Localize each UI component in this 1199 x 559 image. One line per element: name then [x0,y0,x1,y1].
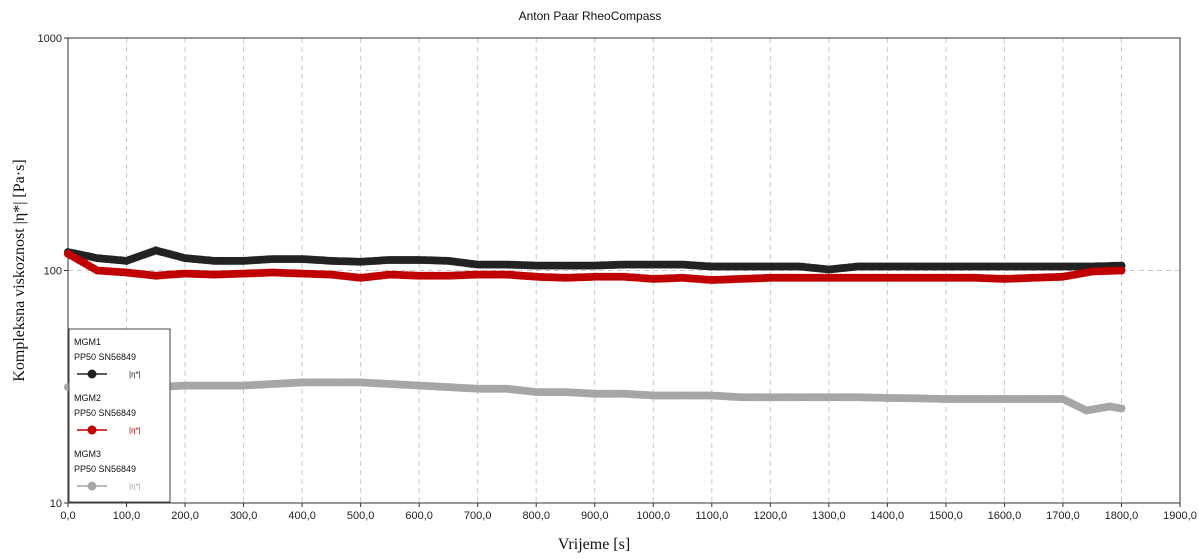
x-tick-label: 1200,0 [753,510,787,522]
legend-symbol-label: |η*| [129,426,141,435]
x-tick-label: 1900,0 [1163,510,1197,522]
legend-series-sublabel: PP50 SN56849 [74,352,136,362]
series-layer [64,246,1126,415]
x-tick-label: 600,0 [405,510,433,522]
x-tick-label: 1000,0 [636,510,670,522]
axis-ticks: 0,0 100,0 200,0 300,0 400,0 500,0 600,0 700,0 80… [38,33,1197,522]
x-tick-label: 0,0 [60,510,75,522]
x-tick-label: 800,0 [522,510,550,522]
y-tick-label: 1000 [38,33,62,45]
legend-symbol-label: |η*| [129,370,141,379]
x-tick-label: 1700,0 [1046,510,1080,522]
x-tick-label: 300,0 [230,510,258,522]
legend-series-name: MGM3 [74,449,101,459]
x-tick-label: 1800,0 [1105,510,1139,522]
x-tick-label: 900,0 [581,510,609,522]
x-tick-label: 700,0 [464,510,492,522]
legend-series-name: MGM1 [74,337,101,347]
legend: MGM1 PP50 SN56849 |η*| MGM2 PP50 SN56849 |η*|… [68,328,171,503]
legend-marker [87,481,97,491]
x-tick-label: 1100,0 [695,510,728,522]
y-tick-label: 100 [44,266,62,278]
x-tick-label: 1300,0 [812,510,846,522]
x-tick-label: 1600,0 [988,510,1022,522]
y-tick-label: 10 [50,498,62,510]
legend-symbol-label: |η*| [129,482,141,491]
grid [68,38,1180,503]
legend-marker [87,369,97,379]
chart-title: Anton Paar RheoCompass [519,9,662,23]
x-tick-label: 200,0 [171,510,199,522]
legend-box [68,328,171,503]
x-tick-label: 1400,0 [871,510,905,522]
series-mgm2 [64,249,1126,284]
x-tick-label: 400,0 [288,510,316,522]
x-tick-label: 1500,0 [929,510,963,522]
legend-series-sublabel: PP50 SN56849 [74,408,136,418]
x-tick-label: 100,0 [113,510,141,522]
legend-series-sublabel: PP50 SN56849 [74,464,136,474]
series-mgm1 [64,246,1126,274]
data-point [1117,266,1126,275]
data-point [1117,404,1126,413]
x-tick-label: 500,0 [347,510,375,522]
legend-series-name: MGM2 [74,393,101,403]
legend-marker [87,425,97,435]
y-axis-title: Kompleksna viskoznost |η*| [Pa·s] [11,159,28,381]
x-axis-title: Vrijeme [s] [558,536,630,553]
